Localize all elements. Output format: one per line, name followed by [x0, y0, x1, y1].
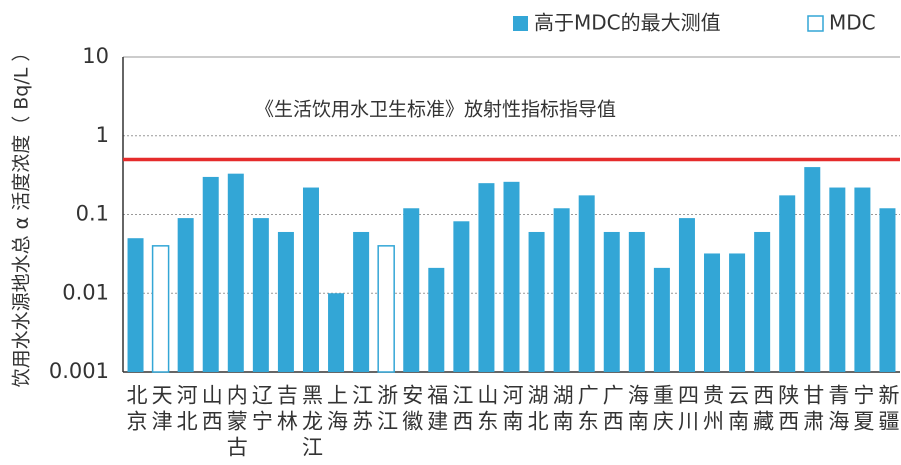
x-tick-label: 黑龙江: [299, 384, 324, 462]
bar: [729, 253, 746, 372]
y-tick-label: 10: [82, 44, 109, 68]
x-tick-label: 贵州: [700, 384, 725, 436]
legend-label: MDC: [829, 11, 876, 35]
x-tick-label: 江苏: [349, 384, 374, 436]
bar: [151, 245, 170, 373]
bar: [528, 231, 545, 372]
x-tick-label: 重庆: [650, 384, 675, 436]
bar: [403, 208, 420, 372]
x-tick-label: 福建: [424, 384, 449, 436]
x-tick-label: 广东: [575, 384, 600, 436]
x-tick-label: 青海: [825, 384, 850, 436]
x-tick-label: 浙江: [374, 384, 399, 436]
bar: [177, 218, 194, 372]
x-tick-label: 海南: [625, 384, 650, 436]
x-tick-label: 江西: [449, 384, 474, 436]
y-axis-label: 饮用水水源地水总 α 活度浓度（ Bq/L ）: [11, 43, 33, 388]
bar: [478, 183, 495, 372]
bar: [353, 231, 370, 372]
x-tick-label: 安徽: [399, 384, 424, 436]
bar: [653, 267, 670, 372]
x-tick-label: 山西: [199, 384, 224, 436]
bar: [829, 187, 846, 372]
bar: [453, 221, 470, 372]
x-tick-label: 河南: [500, 384, 524, 436]
bar: [754, 231, 771, 372]
bar: [428, 267, 445, 372]
x-tick-label: 湖南: [550, 384, 575, 436]
x-tick-label: 天津: [149, 384, 174, 436]
x-tick-label: 内蒙古: [224, 384, 249, 462]
x-tick-label: 四川: [675, 384, 700, 436]
legend-marker: [807, 15, 824, 32]
bar: [678, 218, 695, 372]
x-tick-label: 湖北: [525, 384, 550, 436]
x-tick-label: 甘肃: [800, 384, 825, 436]
bar: [377, 245, 395, 373]
bar: [277, 231, 294, 372]
bar: [628, 231, 645, 372]
x-tick-label: 北京: [124, 384, 149, 436]
x-tick-label: 上海: [324, 384, 349, 436]
x-tick-label: 宁夏: [850, 384, 875, 436]
bar: [603, 231, 620, 372]
x-tick-label: 新疆: [875, 384, 900, 436]
y-tick-label: 0.1: [76, 202, 109, 226]
bar: [854, 187, 871, 372]
y-tick-label: 1: [96, 123, 109, 147]
x-tick-label: 吉林: [274, 384, 299, 436]
bar: [578, 195, 595, 372]
x-tick-label: 辽宁: [249, 384, 274, 436]
bar: [503, 181, 520, 372]
y-tick-label: 0.01: [62, 280, 109, 304]
x-tick-label: 河北: [174, 384, 199, 436]
bar: [779, 195, 796, 372]
x-tick-label: 陕西: [775, 384, 800, 436]
legend-marker: [513, 16, 528, 31]
bar: [252, 218, 269, 372]
x-tick-label: 云南: [725, 384, 750, 436]
x-tick-label: 广西: [600, 384, 625, 436]
bar: [328, 293, 345, 372]
bar: [553, 208, 570, 372]
bar: [879, 208, 896, 372]
y-tick-label: 0.001: [49, 359, 109, 383]
bar: [202, 176, 219, 372]
legend-label: 高于MDC的最大测值: [534, 11, 721, 35]
bar: [227, 173, 244, 372]
bar: [302, 187, 319, 372]
x-tick-label: 西藏: [750, 384, 775, 436]
reference-label: 《生活饮用水卫生标准》放射性指标指导值: [255, 99, 616, 121]
bar: [804, 167, 821, 372]
x-tick-label: 山东: [474, 384, 499, 436]
bar: [127, 238, 144, 372]
bar: [704, 253, 721, 372]
